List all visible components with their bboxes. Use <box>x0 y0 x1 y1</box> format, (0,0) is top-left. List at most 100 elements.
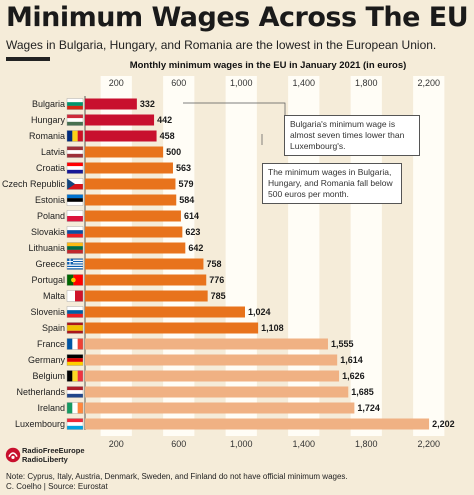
x-tick-label-top: 1,000 <box>230 78 253 88</box>
flag-icon <box>66 322 84 334</box>
value-label: 1,614 <box>340 355 363 365</box>
value-label: 785 <box>211 291 226 301</box>
value-label: 2,202 <box>432 419 455 429</box>
bar-row: Malta 785 <box>43 290 226 302</box>
bar <box>85 418 430 430</box>
flag-icon <box>66 386 84 398</box>
bar-row: France 1,555 <box>37 338 354 350</box>
flag-icon <box>66 306 84 318</box>
category-label: Ireland <box>37 403 65 413</box>
value-label: 1,626 <box>342 371 365 381</box>
flag-icon <box>66 418 84 430</box>
category-label: Greece <box>35 259 65 269</box>
flag-icon <box>66 274 84 286</box>
bar <box>85 178 176 190</box>
annotation-text-1: Bulgaria's minimum wage is almost seven … <box>290 119 405 151</box>
rferl-logo <box>5 447 21 463</box>
bar <box>85 98 137 110</box>
flag-icon <box>66 354 84 366</box>
flag-icon <box>66 226 84 238</box>
bar-row: Spain 1,108 <box>42 322 284 334</box>
bar-row: Germany 1,614 <box>28 354 363 366</box>
category-label: Lithuania <box>28 243 65 253</box>
category-label: Netherlands <box>16 387 65 397</box>
category-label: Belgium <box>32 371 65 381</box>
flag-icon <box>66 130 84 142</box>
bar-row: Greece 758 <box>35 258 221 270</box>
chart-title: Monthly minimum wages in the EU in Janua… <box>130 60 407 71</box>
bar <box>85 370 340 382</box>
flag-icon <box>66 98 84 110</box>
flag-icon <box>66 290 84 302</box>
flag-icon <box>66 242 84 254</box>
x-tick-label-bottom: 600 <box>171 439 186 449</box>
flag-icon <box>66 258 84 270</box>
x-tick-label-bottom: 200 <box>109 439 124 449</box>
bar-row: Romania 458 <box>29 130 175 142</box>
value-label: 642 <box>188 243 203 253</box>
flag-icon <box>66 146 84 158</box>
category-label: Poland <box>37 211 65 221</box>
annotation-text-2: The minimum wages in Bulgaria, Hungary, … <box>268 167 393 199</box>
logo-wordmark: RadioFreeEurope RadioLiberty <box>22 446 85 464</box>
value-label: 1,024 <box>248 307 271 317</box>
value-label: 623 <box>185 227 200 237</box>
category-label: Czech Republic <box>2 179 66 189</box>
value-label: 1,108 <box>261 323 284 333</box>
value-label: 579 <box>178 179 193 189</box>
value-label: 758 <box>206 259 221 269</box>
bar-row: Estonia 584 <box>35 194 194 206</box>
x-tick-label-top: 1,800 <box>355 78 378 88</box>
value-label: 500 <box>166 147 181 157</box>
annotation-box-1: Bulgaria's minimum wage is almost seven … <box>284 115 420 156</box>
value-label: 332 <box>140 99 155 109</box>
bar <box>85 242 186 254</box>
bar <box>85 274 207 286</box>
category-label: Hungary <box>31 115 66 125</box>
page-subtitle: Wages in Bulgaria, Hungary, and Romania … <box>6 38 437 52</box>
bar <box>85 130 157 142</box>
x-tick-label-bottom: 1,800 <box>355 439 378 449</box>
bar-row: Netherlands 1,685 <box>16 386 374 398</box>
bar <box>85 402 355 414</box>
flag-icon <box>66 162 84 174</box>
grid-band <box>163 76 195 436</box>
bar <box>85 290 208 302</box>
logo-line-1: RadioFreeEurope <box>22 446 85 455</box>
value-label: 442 <box>157 115 172 125</box>
bar-rows: Bulgaria 332 Hungary 442 Romania 458 Latvia 500… <box>2 98 455 430</box>
category-label: Malta <box>43 291 65 301</box>
value-label: 1,555 <box>331 339 354 349</box>
x-tick-label-top: 2,200 <box>417 78 440 88</box>
bar-row: Croatia 563 <box>36 162 191 174</box>
value-label: 614 <box>184 211 199 221</box>
category-label: Bulgaria <box>32 99 65 109</box>
bar-row: Poland 614 <box>37 210 199 222</box>
bar <box>85 338 328 350</box>
bar <box>85 322 259 334</box>
footnote-credit: C. Coelho | Source: Eurostat <box>6 482 108 491</box>
grid-band <box>225 76 257 436</box>
category-label: Latvia <box>41 147 65 157</box>
x-tick-label-bottom: 2,200 <box>417 439 440 449</box>
bar <box>85 226 183 238</box>
bar <box>85 354 338 366</box>
bar-row: Luxembourg 2,202 <box>15 418 455 430</box>
bar <box>85 114 155 126</box>
category-label: Slovakia <box>31 227 65 237</box>
logo-line-2: RadioLiberty <box>22 455 68 464</box>
value-label: 776 <box>209 275 224 285</box>
bar <box>85 258 204 270</box>
bar <box>85 210 181 222</box>
flag-icon <box>66 194 84 206</box>
page-title: Minimum Wages Across The EU <box>6 2 469 33</box>
value-label: 584 <box>179 195 194 205</box>
grid-band <box>100 76 132 436</box>
value-label: 1,685 <box>351 387 374 397</box>
category-label: Croatia <box>36 163 65 173</box>
x-tick-label-top: 600 <box>171 78 186 88</box>
category-label: France <box>37 339 65 349</box>
title-rule <box>6 57 50 61</box>
bar-row: Portugal 776 <box>31 274 224 286</box>
category-label: Slovenia <box>30 307 65 317</box>
